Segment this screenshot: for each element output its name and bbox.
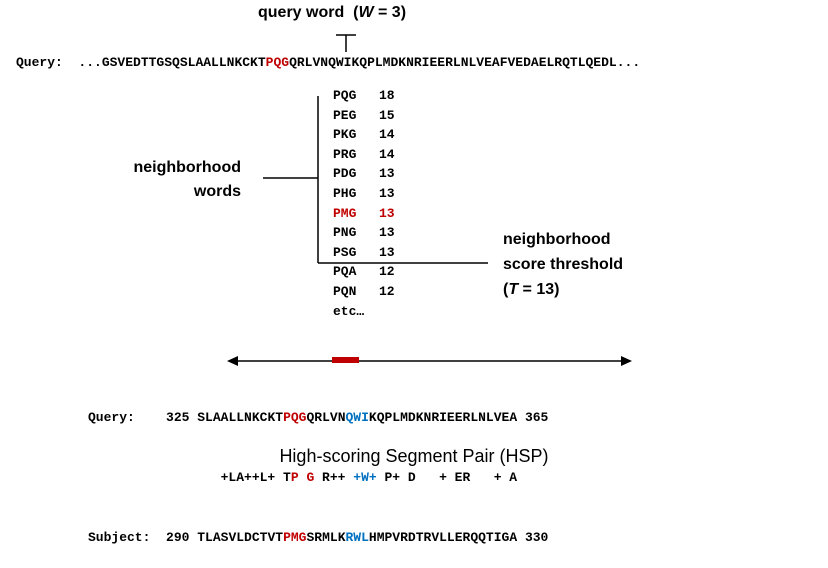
hsp-arrow-right-head [621,356,632,366]
threshold-label-line1: neighborhood [503,231,611,248]
neighborhood-word-row: PRG 14 [333,145,395,165]
neighborhood-words-label: neighborhood words [107,156,241,204]
query-line-label: Query: [16,55,63,70]
neighborhood-word-row: PQA 12 [333,262,395,282]
neighborhood-word-row: PQG 18 [333,86,395,106]
alignment-subject-seg1: TLASVLDCTVT [197,530,284,545]
neighborhood-word-row: PNG 13 [333,223,395,243]
threshold-label-line3: (T = 13) [503,277,623,302]
neighborhood-word-score: 12 [379,283,395,299]
query-word-paren: ( [353,4,359,21]
neighborhood-word: PQN [333,283,357,299]
alignment-subject-end: 330 [524,530,549,545]
alignment-subject-seg3: SRMLK [306,530,346,545]
neighborhood-word: PSG [333,244,357,260]
neighborhood-word: PEG [333,107,357,123]
neighborhood-word-row: PQN 12 [333,282,395,302]
neighborhood-word-score: 15 [379,107,395,123]
alignment-subject-blue: RWL [345,530,369,545]
query-line-pre: ...GSVEDTTGSQSLAALLNKCKT [78,55,266,70]
hsp-caption: High-scoring Segment Pair (HSP) [279,446,549,466]
neighborhood-word-row: etc… [333,302,395,322]
neighborhood-word: PNG [333,225,357,241]
neighborhood-word-row: PSG 13 [333,243,395,263]
alignment-query-seg5: KQPLMDKNRIEERLNLVEA [368,410,518,425]
alignment-subject-row: Subject: 290 TLASVLDCTVTPMGSRMLKRWLHMPVR… [88,528,548,548]
neighborhood-word: PHG [333,185,357,201]
alignment-match-blue: +W+ [353,470,377,485]
neighborhood-word-list: PQG 18 PEG 15 PKG 14 PRG 14 PDG 13 PHG 13 PMG 13 PNG 13… [333,86,395,321]
alignment-match-seg5: P+ D + ER + A [376,470,518,485]
alignment-query-start: 325 [166,410,190,425]
neighborhood-word-score: 13 [379,225,395,241]
seed-marker-bar [332,357,359,363]
neighborhood-word: PQA [333,264,357,280]
neighborhood-word-score: 13 [379,166,395,182]
diagram-lines [227,34,632,366]
neighborhood-word-score: 13 [379,205,395,221]
neighborhood-word-row: PHG 13 [333,184,395,204]
threshold-T: T [508,281,519,298]
neighborhood-word: PQG [333,88,357,103]
neighborhood-word-row: PMG 13 [333,204,395,224]
alignment-subject-seed: PMG [283,530,307,545]
neighborhood-label-line2: words [193,183,241,200]
neighborhood-word-score: 14 [379,146,395,162]
alignment-query-row: Query: 325 SLAALLNKCKTPQGQRLVNQWIKQPLMDK… [88,408,548,428]
neighborhood-word: PMG [333,205,357,221]
alignment-match-seg3: R++ [314,470,354,485]
neighborhood-word: etc… [333,303,365,319]
neighborhood-word-row: PEG 15 [333,106,395,126]
neighborhood-word-score: 13 [379,244,395,260]
query-word-W: W [358,4,374,21]
hsp-alignment: Query: 325 SLAALLNKCKTPQGQRLVNQWIKQPLMDK… [88,368,548,568]
query-line-word: PQG [265,55,290,70]
neighborhood-word-score: 18 [379,88,395,103]
alignment-query-blue: QWI [345,410,369,425]
threshold-label-line2: score threshold [503,256,624,273]
neighborhood-word: PDG [333,166,357,182]
alignment-subject-start: 290 [166,530,190,545]
neighborhood-word-score: 13 [379,185,395,201]
query-line-post: QRLVNQWIKQPLMDKNRIEERLNLVEAFVEDAELRQTLQE… [289,55,641,70]
alignment-match-row: +LA++L+ TP G R++ +W+ P+ D + ER + A [88,468,548,488]
query-word-text: query word [258,4,345,21]
neighborhood-word-row: PKG 14 [333,125,395,145]
query-sequence-line: Query: ...GSVEDTTGSQSLAALLNKCKTPQGQRLVNQ… [16,55,640,70]
alignment-query-seg1: SLAALLNKCKT [197,410,284,425]
threshold-paren: ( [503,281,509,298]
alignment-match-seed: P G [290,470,315,485]
alignment-query-seg3: QRLVN [306,410,346,425]
query-word-label: query word (W = 3) [258,4,406,22]
neighborhood-word-score: 12 [379,264,395,280]
alignment-subject-label: Subject: [88,530,151,545]
neighborhood-label-line1: neighborhood [133,159,241,176]
query-word-eq: = 3) [373,4,407,21]
neighborhood-word-row: PDG 13 [333,164,395,184]
threshold-value: = 13) [518,281,560,298]
neighborhood-word: PKG [333,127,357,143]
neighborhood-word-score: 14 [379,127,395,143]
alignment-subject-seg5: HMPVRDTRVLLERQQTIGA [368,530,518,545]
neighborhood-word: PRG [333,146,357,162]
alignment-query-seed: PQG [283,410,307,425]
hsp-arrow-left-head [227,356,238,366]
alignment-query-end: 365 [524,410,549,425]
alignment-query-label: Query: [88,410,135,425]
threshold-label: neighborhood score threshold (T = 13) [503,227,623,302]
alignment-match-seg1: +LA++L+ T [220,470,291,485]
